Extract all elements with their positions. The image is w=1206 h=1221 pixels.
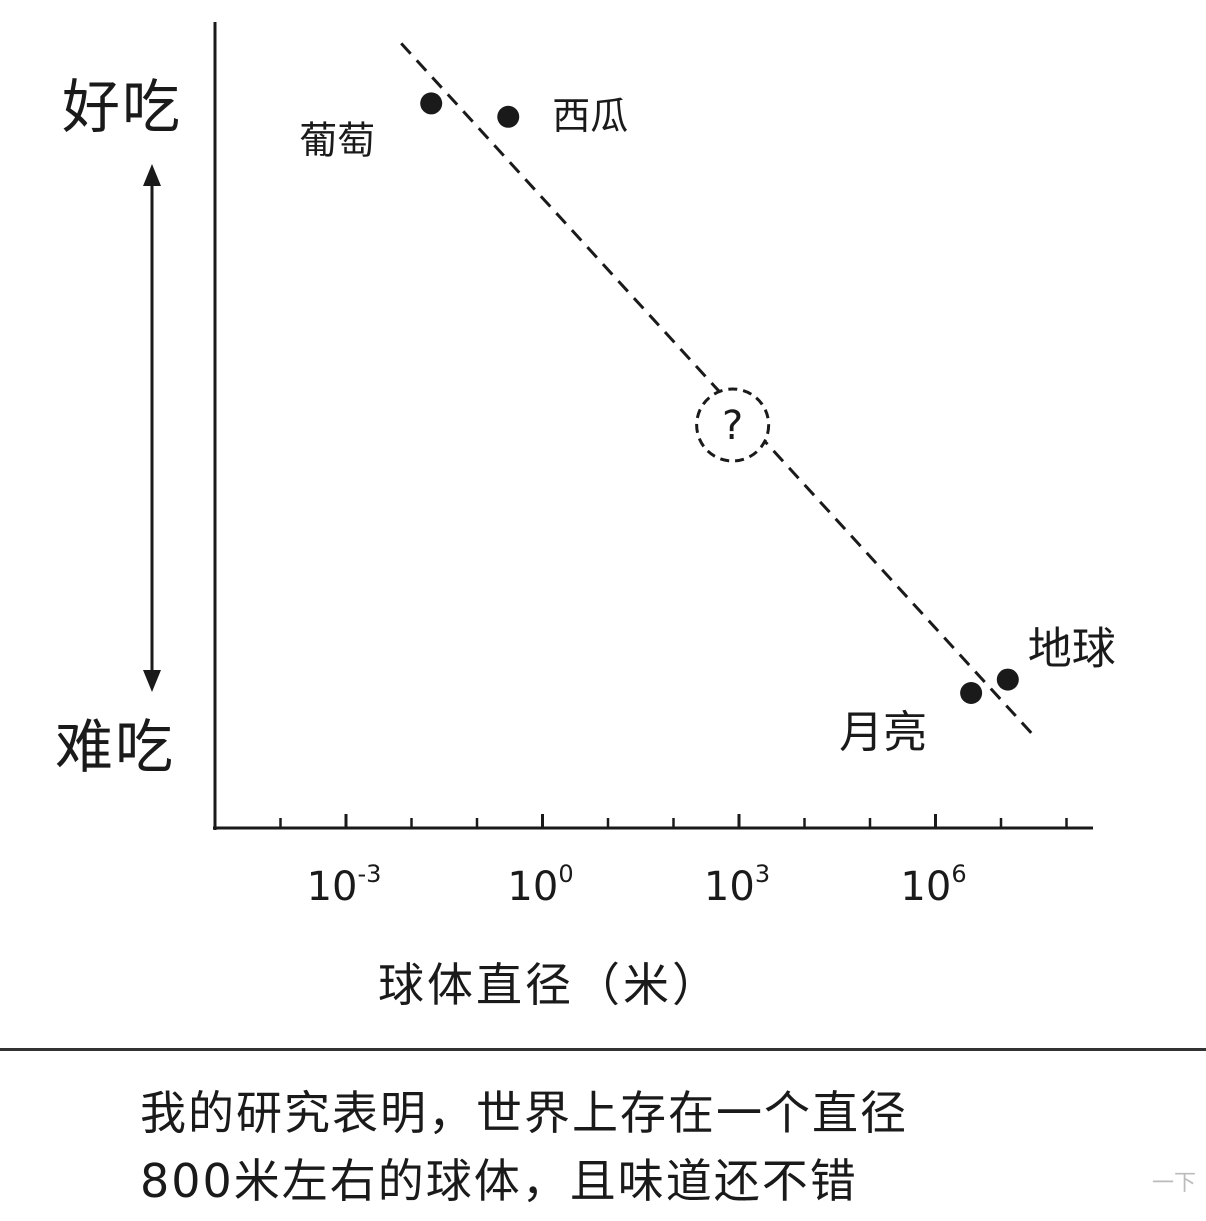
y-arrow-head-up bbox=[143, 164, 161, 186]
x-tick-label: 106 bbox=[900, 860, 966, 910]
data-point bbox=[497, 105, 520, 128]
x-axis-title: 球体直径（米） bbox=[378, 958, 721, 1012]
point-label: 西瓜 bbox=[552, 94, 628, 138]
trend-line bbox=[400, 42, 1034, 736]
unknown-label: ? bbox=[722, 403, 743, 449]
caption-line-2: 800米左右的球体，且味道还不错 bbox=[140, 1154, 858, 1208]
y-arrow bbox=[143, 164, 161, 692]
data-point bbox=[996, 668, 1019, 691]
data-point bbox=[420, 92, 443, 115]
trend-dashed-line bbox=[400, 42, 1034, 736]
caption-line-1: 我的研究表明，世界上存在一个直径 bbox=[140, 1086, 908, 1140]
caption-divider bbox=[0, 1048, 1206, 1051]
y-arrow-head-down bbox=[143, 670, 161, 692]
x-tick-label: 100 bbox=[507, 860, 573, 910]
x-axis-minor-ticks bbox=[279, 814, 1068, 828]
point-label: 地球 bbox=[1028, 624, 1116, 675]
y-label-top: 好吃 bbox=[62, 73, 183, 141]
unknown-circle bbox=[695, 387, 771, 463]
point-label: 葡萄 bbox=[299, 118, 375, 162]
x-tick-label: 10-3 bbox=[307, 860, 382, 910]
axes bbox=[213, 22, 1093, 830]
point-label: 月亮 bbox=[839, 707, 927, 758]
y-label-bottom: 难吃 bbox=[55, 713, 176, 781]
data-point bbox=[960, 682, 983, 704]
unknown-marker: ? bbox=[695, 387, 771, 463]
x-tick-label: 103 bbox=[704, 860, 770, 910]
x-axis-tick-labels: 10-3 100 103 106 bbox=[307, 860, 967, 910]
watermark: 一下 bbox=[1151, 1171, 1196, 1196]
